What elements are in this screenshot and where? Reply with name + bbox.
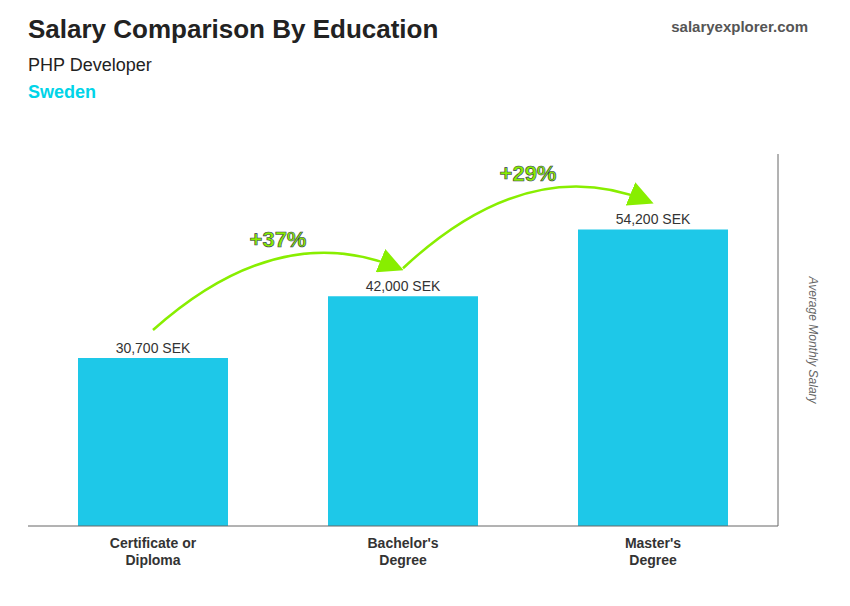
svg-text:Bachelor'sDegree: Bachelor'sDegree <box>367 535 438 568</box>
svg-text:42,000 SEK: 42,000 SEK <box>366 278 441 294</box>
svg-text:Average Monthly Salary: Average Monthly Salary <box>806 275 820 404</box>
svg-text:Master'sDegree: Master'sDegree <box>625 535 681 568</box>
html-text:Salary Comparison By Education: Salary Comparison By Education <box>28 14 439 44</box>
svg-text:30,700 SEK: 30,700 SEK <box>116 340 191 356</box>
svg-text:54,200 SEK: 54,200 SEK <box>616 211 691 227</box>
html-text:salaryexplorer.com: salaryexplorer.com <box>671 18 808 35</box>
svg-text:+29%: +29% <box>500 161 557 186</box>
html-text:Sweden: Sweden <box>28 82 96 102</box>
svg-text:+37%: +37% <box>250 227 307 252</box>
html-text:PHP Developer: PHP Developer <box>28 55 152 75</box>
svg-text:Certificate orDiploma: Certificate orDiploma <box>110 535 197 568</box>
